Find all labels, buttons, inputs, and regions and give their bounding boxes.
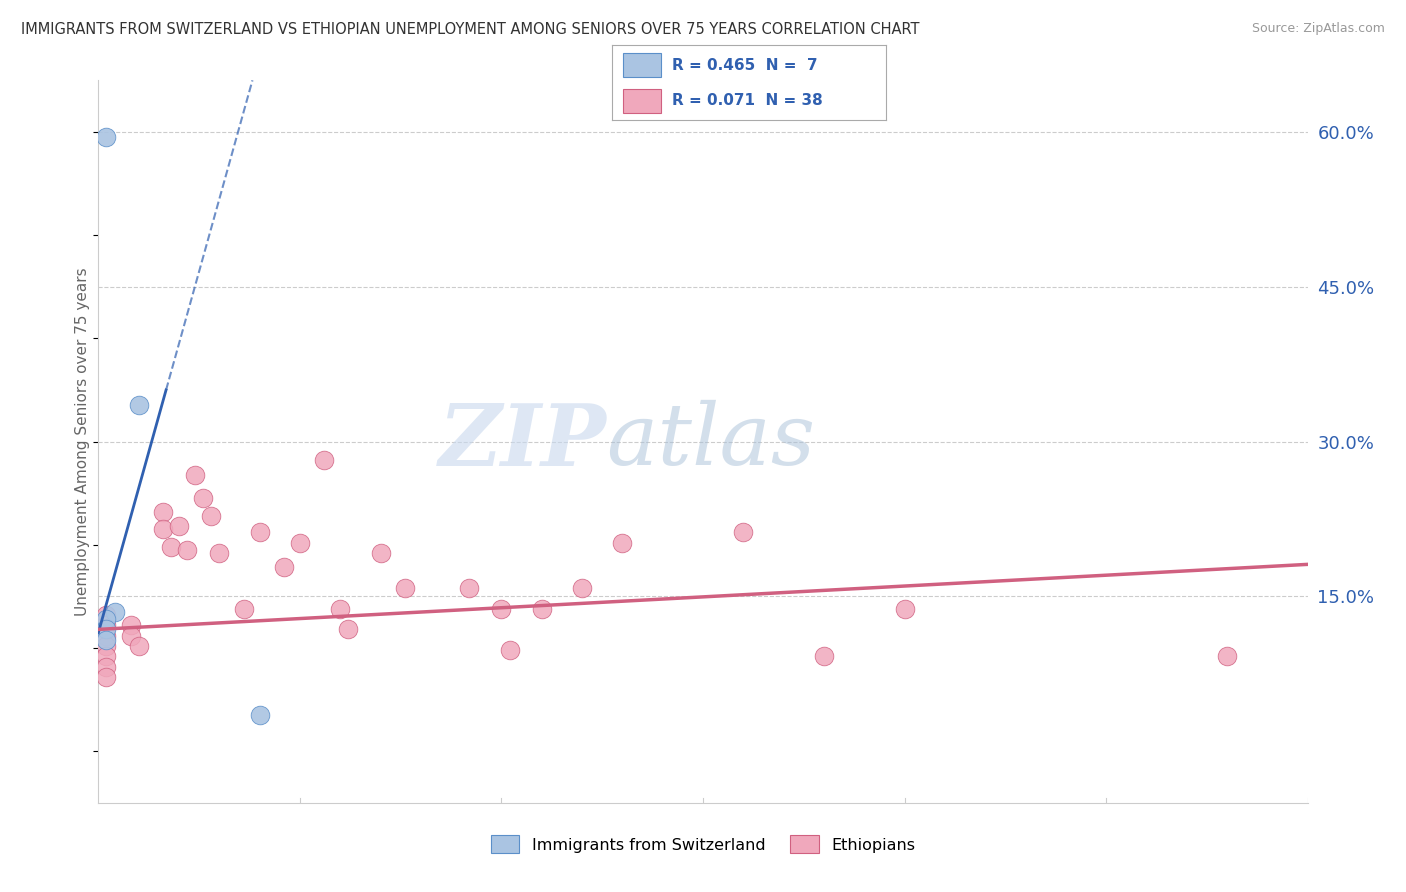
Point [571,581,593,595]
Text: atlas: atlas [606,401,815,483]
Point [176,542,198,557]
Y-axis label: Unemployment Among Seniors over 75 years: Unemployment Among Seniors over 75 years [75,268,90,615]
Point [498,643,520,657]
Point [96,130,118,145]
Point [273,560,295,574]
Point [128,398,150,412]
Point [337,623,360,637]
Point [491,601,513,615]
Text: IMMIGRANTS FROM SWITZERLAND VS ETHIOPIAN UNEMPLOYMENT AMONG SENIORS OVER 75 YEAR: IMMIGRANTS FROM SWITZERLAND VS ETHIOPIAN… [21,22,920,37]
Point [120,618,142,632]
Text: R = 0.465  N =  7: R = 0.465 N = 7 [672,58,817,72]
Point [893,601,915,615]
Point [314,453,336,467]
Point [249,708,271,723]
Point [103,605,125,619]
Point [96,649,118,664]
Point [329,601,352,615]
Point [370,546,392,560]
Point [167,519,190,533]
Point [733,525,755,540]
Point [96,618,118,632]
Text: ZIP: ZIP [439,400,606,483]
Point [152,522,174,536]
Point [96,612,118,626]
Text: Source: ZipAtlas.com: Source: ZipAtlas.com [1251,22,1385,36]
Point [184,467,207,482]
Point [152,505,174,519]
Point [813,649,835,664]
Text: R = 0.071  N = 38: R = 0.071 N = 38 [672,93,823,108]
Legend: Immigrants from Switzerland, Ethiopians: Immigrants from Switzerland, Ethiopians [484,829,922,860]
Point [96,629,118,643]
Bar [623,88,661,112]
Point [200,508,222,523]
Point [96,639,118,653]
Point [530,601,553,615]
Point [249,525,271,540]
Point [96,623,118,637]
Point [96,607,118,622]
Point [128,639,150,653]
Point [288,535,311,549]
Point [394,581,416,595]
Point [1216,649,1239,664]
Bar [623,53,661,78]
Point [232,601,254,615]
Point [193,491,215,506]
Point [120,629,142,643]
Point [96,632,118,647]
Point [612,535,634,549]
Point [208,546,231,560]
Point [96,670,118,684]
Point [160,540,183,554]
Point [458,581,481,595]
Point [96,659,118,673]
